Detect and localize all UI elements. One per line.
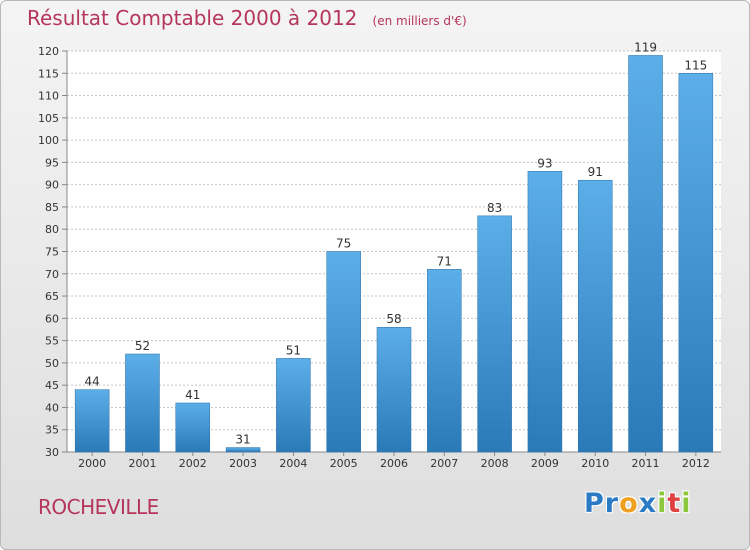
logo-letter: i bbox=[657, 488, 668, 519]
y-tick-label: 65 bbox=[45, 290, 59, 303]
bar-value-label: 71 bbox=[437, 254, 452, 268]
bar-value-label: 41 bbox=[185, 388, 200, 402]
bar-value-label: 91 bbox=[588, 165, 603, 179]
chart-subtitle: (en milliers d'€) bbox=[372, 14, 467, 28]
x-tick-label: 2002 bbox=[179, 457, 207, 470]
chart-title-block: Résultat Comptable 2000 à 2012 (en milli… bbox=[27, 6, 467, 30]
x-tick-label: 2001 bbox=[128, 457, 156, 470]
bar bbox=[527, 171, 563, 453]
y-tick-label: 55 bbox=[45, 335, 59, 348]
y-tick-label: 45 bbox=[45, 379, 59, 392]
x-tick-label: 2003 bbox=[229, 457, 257, 470]
bar-value-label: 93 bbox=[537, 156, 552, 170]
y-tick-label: 40 bbox=[45, 401, 59, 414]
bar-value-label: 75 bbox=[336, 237, 351, 251]
bar-value-label: 58 bbox=[386, 312, 401, 326]
commune-name: ROCHEVILLE bbox=[38, 495, 159, 519]
x-tick-label: 2004 bbox=[279, 457, 307, 470]
bar bbox=[326, 251, 361, 453]
bar-value-label: 115 bbox=[684, 58, 707, 72]
bar bbox=[427, 269, 462, 453]
y-tick-label: 60 bbox=[45, 312, 59, 325]
y-tick-label: 90 bbox=[45, 179, 59, 192]
logo-letter: P bbox=[584, 488, 605, 519]
x-tick-label: 2000 bbox=[78, 457, 106, 470]
x-tick-label: 2009 bbox=[531, 457, 559, 470]
bar bbox=[74, 389, 110, 453]
bar bbox=[276, 358, 311, 453]
bar bbox=[577, 179, 613, 453]
logo-letter: r bbox=[604, 488, 620, 519]
x-tick-label: 2011 bbox=[632, 457, 660, 470]
y-tick-label: 35 bbox=[45, 424, 59, 437]
bar-value-label: 44 bbox=[85, 375, 100, 389]
y-tick-label: 75 bbox=[45, 246, 59, 259]
y-tick-label: 105 bbox=[38, 112, 59, 125]
logo-letter: t bbox=[667, 488, 682, 519]
y-tick-label: 100 bbox=[38, 134, 59, 147]
bar bbox=[678, 73, 714, 453]
logo-letter: o bbox=[619, 488, 639, 519]
logo-letter: i bbox=[681, 488, 692, 519]
y-tick-label: 80 bbox=[45, 223, 59, 236]
bar bbox=[477, 215, 512, 453]
y-tick-label: 70 bbox=[45, 268, 59, 281]
x-tick-label: 2007 bbox=[430, 457, 458, 470]
y-tick-label: 115 bbox=[38, 67, 59, 80]
bar-value-label: 31 bbox=[235, 433, 250, 447]
y-tick-label: 50 bbox=[45, 357, 59, 370]
bar bbox=[125, 353, 160, 453]
y-tick-label: 120 bbox=[38, 45, 59, 58]
y-tick-label: 110 bbox=[38, 90, 59, 103]
proxiti-logo: Proxiti bbox=[584, 488, 692, 519]
bar bbox=[628, 55, 663, 453]
x-tick-label: 2012 bbox=[682, 457, 710, 470]
bar-value-label: 119 bbox=[634, 40, 657, 54]
bar bbox=[225, 447, 261, 453]
y-tick-label: 85 bbox=[45, 201, 59, 214]
bar-value-label: 83 bbox=[487, 201, 502, 215]
chart-title: Résultat Comptable 2000 à 2012 bbox=[27, 6, 358, 30]
bar-value-label: 51 bbox=[286, 343, 301, 357]
y-tick-label: 30 bbox=[45, 446, 59, 459]
bar bbox=[175, 402, 211, 453]
x-tick-label: 2005 bbox=[330, 457, 358, 470]
y-tick-label: 95 bbox=[45, 156, 59, 169]
x-tick-label: 2006 bbox=[380, 457, 408, 470]
bar-value-label: 52 bbox=[135, 339, 150, 353]
x-tick-label: 2010 bbox=[581, 457, 609, 470]
logo-letter: x bbox=[638, 488, 658, 519]
bar bbox=[376, 326, 412, 453]
x-tick-label: 2008 bbox=[481, 457, 509, 470]
